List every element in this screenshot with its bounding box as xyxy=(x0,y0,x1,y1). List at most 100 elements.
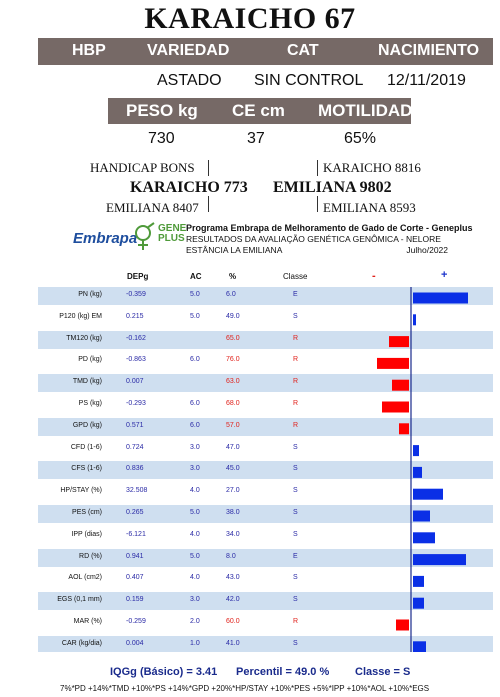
trait-classe: S xyxy=(293,465,298,473)
trait-classe: R xyxy=(293,334,299,342)
geneplus-logo-text: GENE PLUS xyxy=(158,224,186,244)
program-line3: ESTÂNCIA LA EMILIANA xyxy=(186,245,283,255)
nacimiento-label: NACIMIENTO xyxy=(378,42,480,59)
program-date: Julho/2022 xyxy=(406,245,448,255)
trait-accuracy: 4.0 xyxy=(190,530,200,538)
trait-classe: S xyxy=(293,443,298,451)
col-ac: AC xyxy=(190,272,202,281)
trait-accuracy: 5.0 xyxy=(190,552,200,560)
program-line2: RESULTADOS DA AVALIAÇÃO GENÉTICA GENÔMIC… xyxy=(186,234,441,244)
trait-percentile: 6.0 xyxy=(226,291,236,298)
classe-summary: Classe = S xyxy=(355,666,411,678)
trait-dep: -0.293 xyxy=(126,400,146,407)
trait-classe: E xyxy=(293,291,298,298)
pedigree-line xyxy=(317,196,318,212)
sire-sire: HANDICAP BONS xyxy=(90,160,195,175)
trait-name: CAR (kg/dia) xyxy=(61,639,102,647)
trait-name: PES (cm) xyxy=(72,509,102,516)
table-row: PD (kg) -0.863 6.0 76.0 R xyxy=(38,352,493,370)
trait-accuracy: 4.0 xyxy=(190,487,200,495)
trait-dep: 32.508 xyxy=(126,487,148,495)
pedigree-line xyxy=(317,160,318,176)
dep-bar xyxy=(413,466,422,478)
measures-bar: PESO kg CE cm MOTILIDAD xyxy=(108,98,413,124)
trait-name: PN (kg) xyxy=(78,291,102,298)
embrapa-logo: Embrapa xyxy=(73,230,138,247)
dep-bar xyxy=(413,597,424,609)
trait-percentile: 43.0 xyxy=(226,574,240,582)
trait-dep: -6.121 xyxy=(126,530,146,538)
col-dep: DEPg xyxy=(127,272,149,281)
table-row: HP/STAY (%) 32.508 4.0 27.0 S xyxy=(38,483,493,501)
header-bar: HBP VARIEDAD CAT NACIMIENTO xyxy=(38,38,493,65)
trait-dep: 0.004 xyxy=(126,639,144,647)
trait-accuracy: 5.0 xyxy=(190,312,200,320)
pedigree-line xyxy=(208,196,209,212)
animal-title: KARAICHO 67 xyxy=(144,2,356,35)
trait-dep: 0.571 xyxy=(126,421,144,429)
trait-dep: 0.215 xyxy=(126,312,144,320)
trait-percentile: 47.0 xyxy=(226,443,240,451)
trait-classe: R xyxy=(293,356,299,364)
trait-percentile: 27.0 xyxy=(226,487,240,495)
trait-percentile: 68.0 xyxy=(226,400,240,407)
trait-classe: S xyxy=(293,312,298,320)
motilidad-value: 65% xyxy=(344,130,377,147)
trait-dep: 0.941 xyxy=(126,552,144,560)
trait-percentile: 45.0 xyxy=(226,465,240,473)
trait-percentile: 38.0 xyxy=(226,509,240,516)
trait-dep: 0.007 xyxy=(126,378,144,386)
trait-classe: R xyxy=(293,618,299,625)
trait-accuracy: 6.0 xyxy=(190,356,200,364)
table-row: PS (kg) -0.293 6.0 68.0 R xyxy=(38,396,493,414)
table-row: TM120 (kg) -0.162 65.0 R xyxy=(38,330,493,349)
table-row: CFD (1-6) 0.724 3.0 47.0 S xyxy=(38,440,493,458)
trait-accuracy: 5.0 xyxy=(190,291,200,298)
peso-label: PESO kg xyxy=(126,101,198,120)
geneplus-plus: PLUS xyxy=(158,233,185,244)
table-row: CFS (1-6) 0.836 3.0 45.0 S xyxy=(38,461,493,480)
sire: KARAICHO 773 xyxy=(130,179,248,196)
trait-name: TM120 (kg) xyxy=(66,334,102,342)
cat-value: SIN CONTROL xyxy=(254,72,364,89)
trait-classe: R xyxy=(293,421,299,429)
dep-bar xyxy=(413,554,466,566)
trait-name: CFD (1-6) xyxy=(70,443,102,451)
plus-label: + xyxy=(441,269,448,281)
dep-bar xyxy=(396,619,409,631)
variedad-value: ASTADO xyxy=(157,72,222,89)
hbp-label: HBP xyxy=(72,42,106,59)
trait-name: EGS (0,1 mm) xyxy=(57,596,102,604)
trait-classe: S xyxy=(293,639,298,647)
dep-bar xyxy=(413,292,468,304)
dep-bar xyxy=(413,575,424,587)
ce-label: CE cm xyxy=(232,101,285,120)
trait-classe: S xyxy=(293,509,298,516)
trait-table: PN (kg) -0.359 5.0 6.0 E P120 (kg) EM 0.215 5.0… xyxy=(38,287,493,652)
trait-accuracy: 1.0 xyxy=(190,639,200,647)
table-row: CAR (kg/dia) 0.004 1.0 41.0 S xyxy=(38,635,493,652)
trait-classe: S xyxy=(293,596,298,604)
trait-percentile: 60.0 xyxy=(226,618,240,625)
trait-dep: -0.863 xyxy=(126,356,146,364)
dep-bar xyxy=(413,445,419,457)
trait-classe: R xyxy=(293,400,299,407)
table-row: P120 (kg) EM 0.215 5.0 49.0 S xyxy=(38,309,493,327)
trait-percentile: 8.0 xyxy=(226,552,236,560)
trait-percentile: 49.0 xyxy=(226,312,240,320)
trait-dep: -0.162 xyxy=(126,334,146,342)
trait-name: GPD (kg) xyxy=(72,421,102,429)
dep-bar xyxy=(413,510,430,522)
trait-percentile: 63.0 xyxy=(226,378,240,386)
trait-name: AOL (cm2) xyxy=(68,574,102,582)
table-row: RD (%) 0.941 5.0 8.0 E xyxy=(38,548,493,567)
trait-name: CFS (1-6) xyxy=(71,465,102,473)
trait-name: P120 (kg) EM xyxy=(59,312,102,320)
motilidad-label: MOTILIDAD xyxy=(318,101,413,120)
trait-classe: E xyxy=(293,552,298,560)
iqg-summary: IQGg (Básico) = 3.41 xyxy=(110,666,218,678)
col-classe: Classe xyxy=(283,272,308,281)
table-row: PN (kg) -0.359 5.0 6.0 E xyxy=(38,287,493,305)
trait-name: RD (%) xyxy=(79,552,102,560)
trait-dep: 0.836 xyxy=(126,465,144,473)
